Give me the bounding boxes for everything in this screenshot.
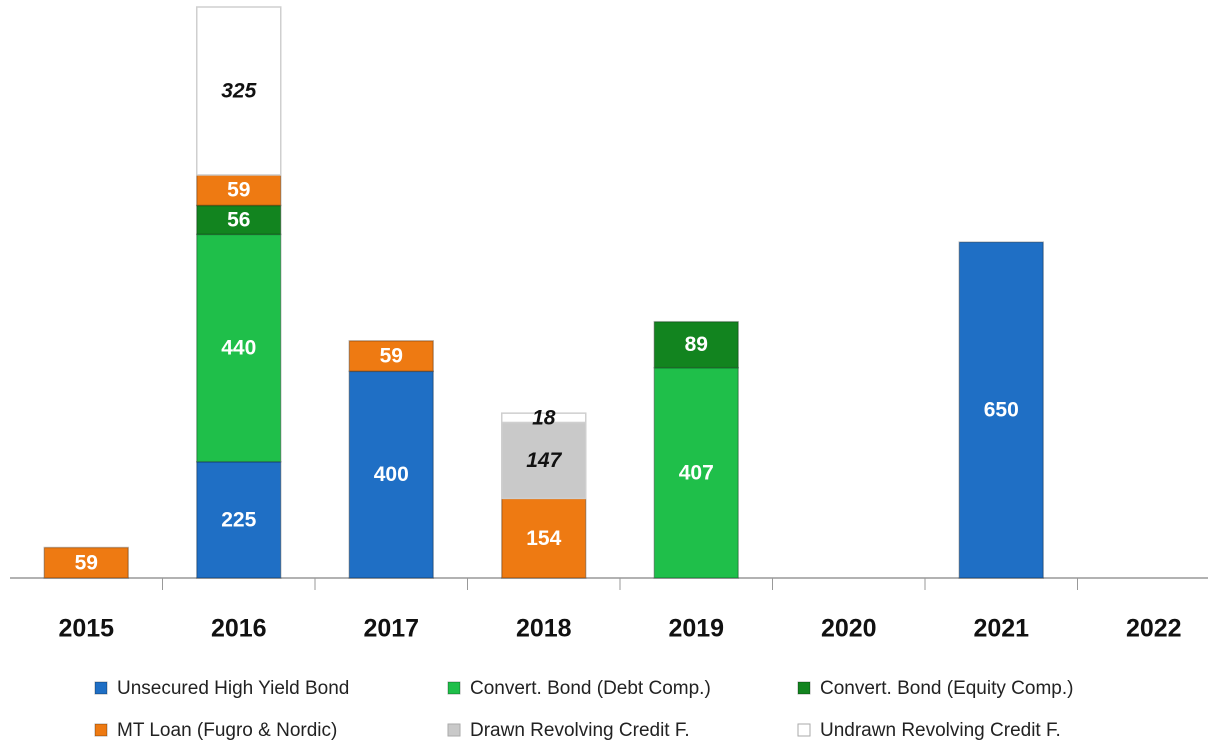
bar-segment: [501, 412, 587, 424]
legend-label: Unsecured High Yield Bond: [117, 678, 349, 699]
legend-label: Convert. Bond (Equity Comp.): [820, 678, 1073, 699]
data-label: 407: [679, 461, 714, 484]
bar-segment: [196, 6, 282, 176]
data-label: 59: [227, 179, 250, 202]
legend-label: Convert. Bond (Debt Comp.): [470, 678, 711, 699]
x-tick-label: 2017: [363, 615, 419, 643]
data-label: 225: [221, 508, 256, 531]
bar-segment: [196, 233, 282, 463]
x-tick-label: 2018: [516, 615, 572, 643]
bar-segment: [653, 366, 739, 579]
x-tick-label: 2015: [58, 615, 114, 643]
x-tick-label: 2022: [1126, 615, 1182, 643]
bar-segment: [43, 546, 129, 579]
data-label: 325: [221, 80, 256, 103]
bar-segment: [501, 497, 587, 579]
data-label: 650: [984, 399, 1019, 422]
bar-segment: [958, 241, 1044, 579]
data-label: 59: [75, 551, 98, 574]
data-label: 147: [526, 449, 562, 472]
data-label: 56: [227, 208, 250, 231]
legend-swatch: [94, 681, 108, 695]
data-label: 400: [374, 463, 409, 486]
x-tick-label: 2016: [211, 615, 267, 643]
legend-swatch: [447, 681, 461, 695]
bar-segment: [348, 340, 434, 373]
data-label: 59: [380, 345, 403, 368]
x-tick-label: 2019: [668, 615, 724, 643]
x-tick-label: 2020: [821, 615, 877, 643]
legend-label: Undrawn Revolving Credit F.: [820, 720, 1061, 741]
data-label: 89: [685, 333, 708, 356]
data-label: 440: [221, 337, 256, 360]
bar-segment: [348, 370, 434, 579]
legend-label: MT Loan (Fugro & Nordic): [117, 720, 337, 741]
legend-label: Drawn Revolving Credit F.: [470, 720, 690, 741]
data-label: 18: [532, 406, 556, 429]
legend-swatch: [447, 723, 461, 737]
legend-swatch: [797, 723, 811, 737]
bar-segment: [653, 320, 739, 369]
data-label: 154: [526, 527, 561, 550]
bar-segment: [196, 204, 282, 236]
legend-swatch: [797, 681, 811, 695]
legend-swatch: [94, 723, 108, 737]
x-tick-label: 2021: [973, 615, 1029, 643]
